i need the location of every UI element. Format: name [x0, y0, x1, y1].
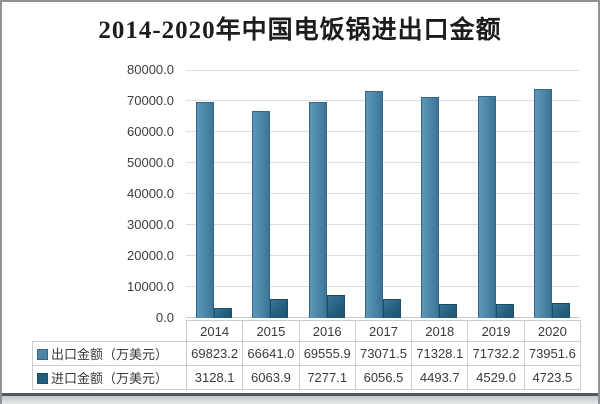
bar-import-2019	[496, 304, 514, 318]
data-table: 2014 2015 2016 2017 2018 2019 2020 出口金额（万美元） 698…	[32, 320, 582, 390]
year-cell-2017: 2017	[354, 320, 413, 342]
year-cell-2020: 2020	[523, 320, 582, 342]
export-value-cell-2016: 69555.9	[298, 341, 356, 366]
bar-export-2020	[534, 89, 552, 318]
export-value-cell-2017: 73071.5	[354, 341, 413, 366]
bar-export-2017	[365, 91, 383, 318]
export-value-cell-2015: 66641.0	[242, 341, 300, 366]
year-cell-2019: 2019	[467, 320, 525, 342]
bar-export-2018	[421, 97, 439, 318]
export-value-cell-2019: 71732.2	[467, 341, 525, 366]
grid-line-70000.0	[186, 100, 580, 101]
bar-import-2016	[327, 295, 345, 318]
y-tick-label: 30000.0	[127, 217, 174, 232]
year-cell-2014: 2014	[185, 320, 244, 342]
y-tick-label: 40000.0	[127, 186, 174, 201]
export-value-cell-2014: 69823.2	[185, 341, 244, 366]
grid-line-50000.0	[186, 162, 580, 163]
series-label-import: 进口金额（万美元）	[32, 365, 187, 390]
import-value-cell-2014: 3128.1	[185, 365, 244, 390]
grid-line-80000.0	[186, 70, 580, 71]
window-bottom-shadow	[2, 396, 598, 404]
export-value-cell-2020: 73951.6	[523, 341, 582, 366]
bar-import-2014	[214, 308, 232, 318]
series-label-export: 出口金额（万美元）	[32, 341, 187, 366]
y-tick-label: 10000.0	[127, 279, 174, 294]
export-value-cell-2018: 71328.1	[411, 341, 469, 366]
import-value-cell-2017: 6056.5	[354, 365, 413, 390]
year-cell-2018: 2018	[411, 320, 469, 342]
grid-line-40000.0	[186, 193, 580, 194]
bar-import-2015	[270, 299, 288, 318]
chart-title: 2014-2020年中国电饭锅进出口金额	[98, 17, 502, 44]
y-tick-label: 50000.0	[127, 155, 174, 170]
import-value-cell-2015: 6063.9	[242, 365, 300, 390]
year-cell-2015: 2015	[242, 320, 300, 342]
y-tick-label: 20000.0	[127, 248, 174, 263]
bar-export-2016	[309, 102, 327, 318]
bar-import-2020	[552, 303, 570, 318]
import-value-cell-2016: 7277.1	[298, 365, 356, 390]
grid-line-60000.0	[186, 131, 580, 132]
plot-area	[186, 70, 580, 318]
import-value-cell-2019: 4529.0	[467, 365, 525, 390]
legend-swatch-import	[37, 373, 48, 384]
window-bottom-edge	[2, 393, 598, 396]
grid-line-10000.0	[186, 286, 580, 287]
bar-import-2017	[383, 299, 401, 318]
bar-import-2018	[439, 304, 457, 318]
bar-export-2015	[252, 111, 270, 318]
grid-line-30000.0	[186, 224, 580, 225]
year-cell-2016: 2016	[298, 320, 356, 342]
bar-export-2019	[478, 96, 496, 318]
grid-line-20000.0	[186, 255, 580, 256]
y-tick-label: 60000.0	[127, 124, 174, 139]
y-tick-label: 0.0	[155, 310, 174, 325]
import-value-cell-2020: 4723.5	[523, 365, 582, 390]
y-tick-label: 70000.0	[127, 93, 174, 108]
import-value-cell-2018: 4493.7	[411, 365, 469, 390]
bar-export-2014	[196, 102, 214, 318]
legend-swatch-export	[37, 349, 48, 360]
y-tick-label: 80000.0	[127, 62, 174, 77]
table-corner-blank	[33, 321, 187, 342]
